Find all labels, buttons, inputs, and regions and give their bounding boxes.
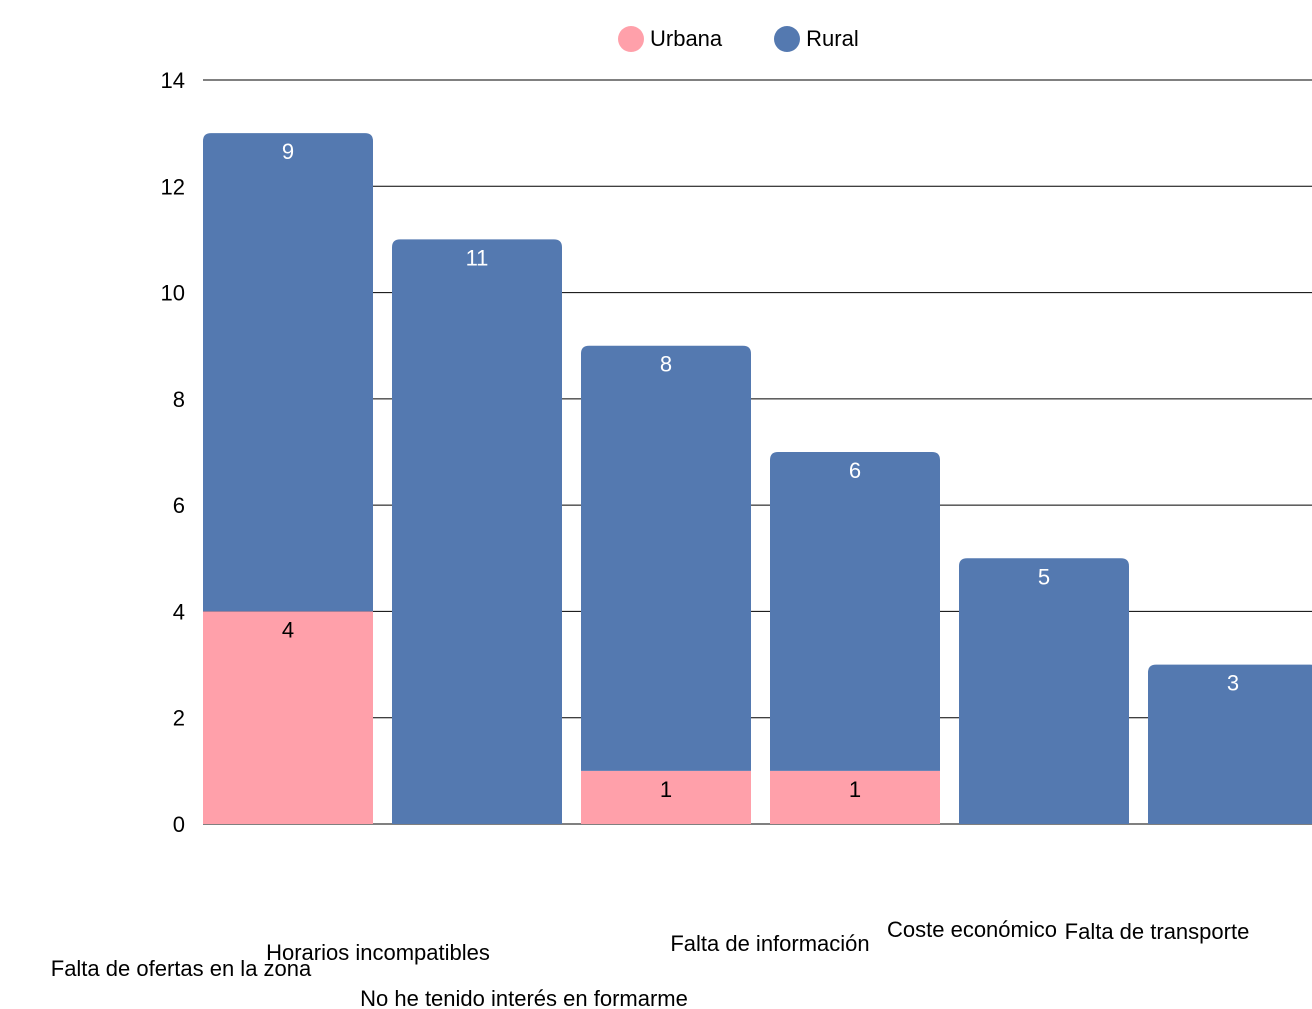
y-tick-label: 8 xyxy=(173,387,185,412)
bar-rural xyxy=(581,345,751,771)
bar-rural xyxy=(203,133,373,612)
legend: Urbana Rural xyxy=(618,26,911,52)
category-label: Horarios incompatibles xyxy=(266,940,490,965)
data-label-rural: 11 xyxy=(466,245,489,270)
y-tick-label: 4 xyxy=(173,599,185,624)
category-label: Falta de transporte xyxy=(1065,919,1250,944)
bar-rural xyxy=(770,452,940,771)
y-tick-label: 2 xyxy=(173,706,185,731)
urbana-swatch-icon xyxy=(618,26,644,52)
rural-swatch-icon xyxy=(774,26,801,52)
category-label: Coste económico xyxy=(887,917,1057,942)
data-label-rural: 8 xyxy=(660,352,672,377)
y-tick-label: 10 xyxy=(161,281,185,306)
category-label: Falta de información xyxy=(670,931,869,956)
data-label-rural: 6 xyxy=(849,458,861,483)
bar-rural xyxy=(959,558,1129,824)
data-label-urbana: 1 xyxy=(660,777,672,802)
y-tick-label: 12 xyxy=(161,174,185,199)
data-label-rural: 9 xyxy=(282,139,294,164)
data-label-urbana: 1 xyxy=(849,777,861,802)
bar-urbana xyxy=(203,611,373,824)
legend-item-rural[interactable]: Rural xyxy=(774,26,859,52)
legend-item-urbana[interactable]: Urbana xyxy=(618,26,722,52)
y-tick-label: 14 xyxy=(161,68,185,93)
data-label-urbana: 4 xyxy=(282,617,294,642)
category-label: No he tenido interés en formarme xyxy=(360,986,688,1009)
category-label: Falta de ofertas en la zona xyxy=(51,956,312,981)
bar-urbana xyxy=(770,770,940,824)
bars xyxy=(203,133,1312,824)
bar-rural xyxy=(392,239,562,824)
legend-label-urbana: Urbana xyxy=(650,26,723,51)
bar-urbana xyxy=(581,770,751,824)
data-label-rural: 5 xyxy=(1038,564,1050,589)
y-tick-label: 6 xyxy=(173,493,185,518)
bar-rural xyxy=(1148,664,1312,824)
data-label-rural: 3 xyxy=(1227,671,1239,696)
y-axis-ticks: 0 2 4 6 8 10 12 14 xyxy=(161,68,185,837)
y-tick-label: 0 xyxy=(173,812,185,837)
legend-label-rural: Rural xyxy=(806,26,859,51)
